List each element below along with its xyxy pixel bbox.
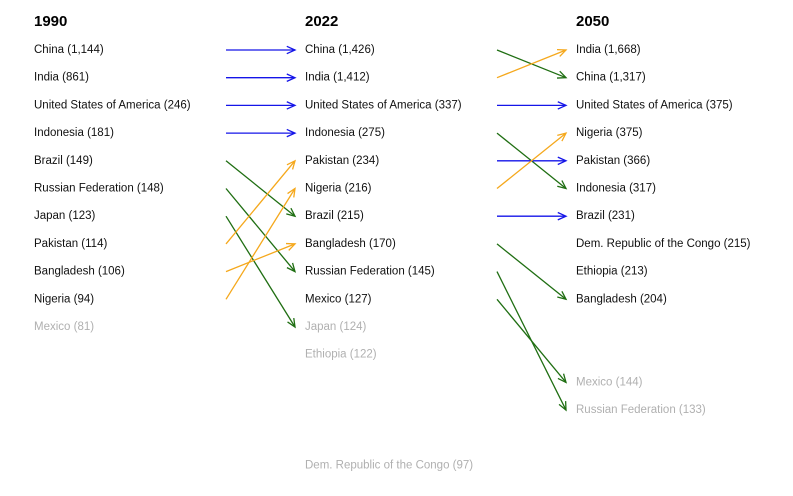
- arrow-1990-2022-india: [226, 73, 297, 82]
- column-header-2050: 2050: [576, 13, 609, 30]
- label-2022-indonesia: Indonesia (275): [305, 127, 385, 139]
- label-1990-china: China (1,144): [34, 44, 104, 56]
- label-1990-bangladesh: Bangladesh (106): [34, 266, 125, 278]
- label-1990-united-states-of-america: United States of America (246): [34, 99, 191, 111]
- label-2022-russian-federation: Russian Federation (145): [305, 266, 435, 278]
- label-2050-mexico: Mexico (144): [576, 376, 643, 388]
- arrow-2022-2050-brazil: [497, 211, 568, 221]
- arrow-1990-2022-nigeria: [225, 187, 296, 300]
- arrow-1990-2022-japan: [225, 215, 296, 329]
- arrow-1990-2022-pakistan: [225, 159, 297, 245]
- label-2050-china: China (1,317): [576, 72, 646, 84]
- arrow-1990-2022-united-states-of-america: [226, 101, 297, 110]
- label-1990-brazil: Brazil (149): [34, 155, 93, 167]
- label-2022-bangladesh: Bangladesh (170): [305, 238, 396, 250]
- label-2050-ethiopia: Ethiopia (213): [576, 266, 648, 278]
- label-2050-dem-republic-of-the-congo: Dem. Republic of the Congo (215): [576, 238, 751, 250]
- label-2050-russian-federation: Russian Federation (133): [576, 404, 706, 416]
- label-1990-russian-federation: Russian Federation (148): [34, 183, 164, 195]
- label-1990-mexico: Mexico (81): [34, 321, 94, 333]
- arrow-2022-2050-mexico: [496, 298, 568, 384]
- label-1990-japan: Japan (123): [34, 210, 96, 222]
- label-2022-ethiopia: Ethiopia (122): [305, 349, 377, 361]
- arrow-1990-2022-brazil: [225, 160, 297, 218]
- label-2050-indonesia: Indonesia (317): [576, 183, 656, 195]
- column-header-2022: 2022: [305, 13, 338, 30]
- label-2022-china: China (1,426): [305, 44, 375, 56]
- arrow-2022-2050-india: [496, 49, 568, 79]
- arrow-2022-2050-bangladesh: [496, 243, 568, 301]
- label-1990-indonesia: Indonesia (181): [34, 127, 114, 139]
- arrow-1990-2022-russian-federation: [225, 188, 297, 273]
- arrow-1990-2022-china: [226, 45, 297, 55]
- label-2022-dem-republic-of-the-congo: Dem. Republic of the Congo (97): [305, 460, 473, 472]
- label-1990-nigeria: Nigeria (94): [34, 293, 94, 305]
- label-2022-japan: Japan (124): [305, 321, 367, 333]
- label-1990-india: India (861): [34, 72, 89, 84]
- label-2050-nigeria: Nigeria (375): [576, 127, 643, 139]
- label-2022-nigeria: Nigeria (216): [305, 183, 372, 195]
- label-2050-india: India (1,668): [576, 44, 641, 56]
- label-2050-brazil: Brazil (231): [576, 210, 635, 222]
- label-2022-brazil: Brazil (215): [305, 210, 364, 222]
- label-2050-united-states-of-america: United States of America (375): [576, 99, 733, 111]
- arrow-1990-2022-bangladesh: [225, 242, 297, 273]
- label-2022-india: India (1,412): [305, 72, 370, 84]
- arrow-2022-2050-nigeria: [496, 132, 568, 190]
- label-2022-mexico: Mexico (127): [305, 293, 372, 305]
- label-1990-pakistan: Pakistan (114): [34, 238, 107, 250]
- label-2022-united-states-of-america: United States of America (337): [305, 99, 462, 111]
- label-2022-pakistan: Pakistan (234): [305, 155, 379, 167]
- label-2050-bangladesh: Bangladesh (204): [576, 293, 667, 305]
- arrow-2022-2050-united-states-of-america: [497, 101, 568, 110]
- column-header-1990: 1990: [34, 13, 67, 30]
- arrow-1990-2022-indonesia: [226, 128, 297, 138]
- label-2050-pakistan: Pakistan (366): [576, 155, 650, 167]
